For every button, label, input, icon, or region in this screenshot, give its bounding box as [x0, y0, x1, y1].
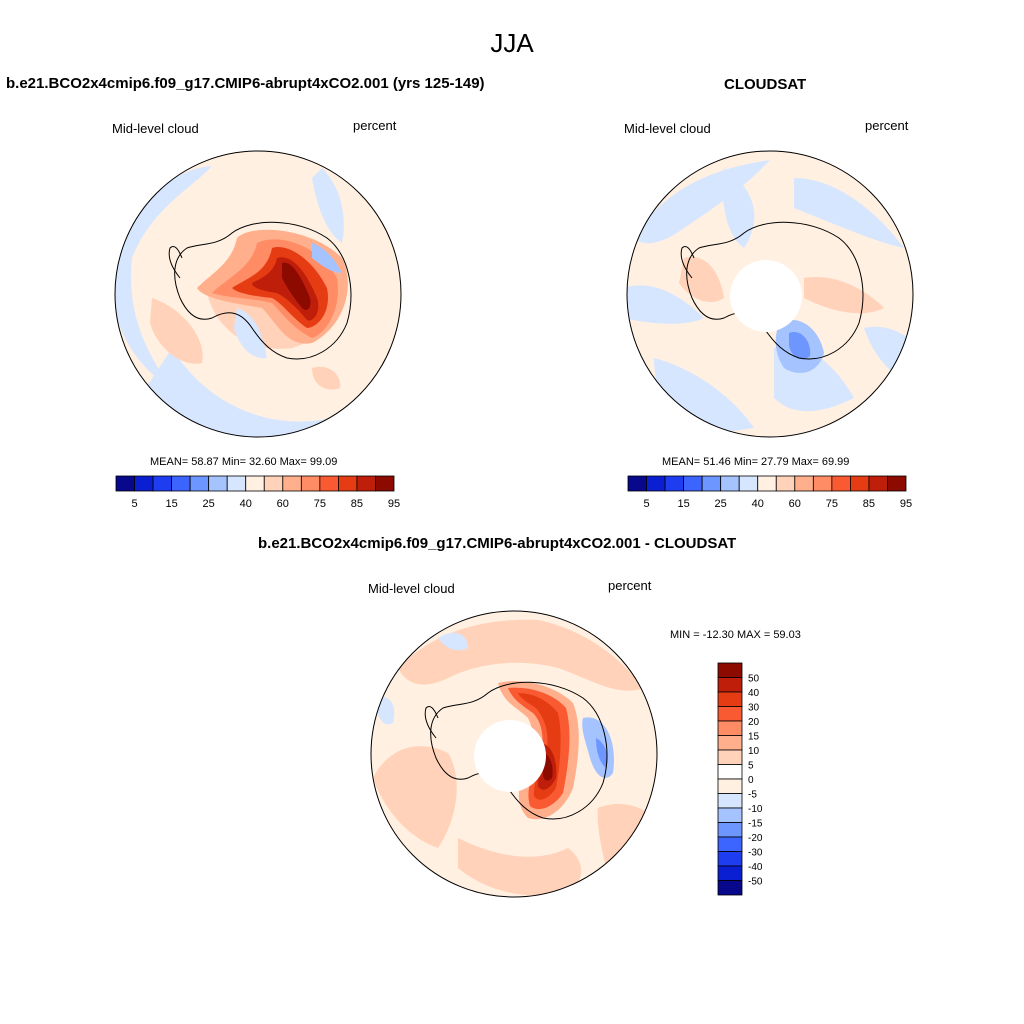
panel3-title: b.e21.BCO2x4cmip6.f09_g17.CMIP6-abrupt4x…	[258, 535, 737, 552]
panel1-colorbar-swatch	[208, 475, 228, 492]
panel3-colorbar-tick-label: 15	[748, 732, 760, 743]
panel2-colorbar-swatch	[757, 475, 777, 492]
panel1-colorbar-tick-label: 95	[388, 498, 400, 510]
panel3-colorbar-swatch	[717, 822, 743, 838]
panel1-colorbar-swatch	[226, 475, 247, 492]
panel3-colorbar-swatch	[717, 764, 743, 780]
panel1-colorbar-swatch	[189, 475, 210, 492]
panel3-colorbar-swatch	[717, 865, 743, 881]
panel2-colorbar-tick-label: 15	[677, 498, 689, 510]
panel3-colorbar-tick-label: -30	[748, 848, 763, 859]
panel2-variable-label: Mid-level cloud	[624, 121, 711, 136]
panel3-colorbar-tick-label: 5	[748, 761, 754, 772]
panel3-colorbar-tick-label: -10	[748, 804, 763, 815]
panel2-colorbar-swatch	[887, 475, 907, 492]
panel2-colorbar-swatch	[701, 475, 722, 492]
panel3-variable-label: Mid-level cloud	[368, 581, 455, 596]
panel1-colorbar-swatch	[375, 475, 395, 492]
panel1-colorbar-tick-label: 5	[131, 498, 137, 510]
panel2-colorbar-tick-label: 60	[789, 498, 801, 510]
panel1-colorbar-swatch	[171, 475, 191, 492]
panel2-colorbar-tick-label: 40	[752, 498, 764, 510]
panel3-colorbar-tick-label: -5	[748, 790, 757, 801]
panel1-colorbar-tick-label: 85	[351, 498, 363, 510]
panel3-colorbar-swatch	[717, 706, 743, 722]
panel2-colorbar-swatch	[868, 475, 888, 492]
panel1-units-label: percent	[353, 118, 397, 133]
panel2-colorbar: 5 15 25 40 60 75 85 95	[627, 475, 912, 510]
panel2-colorbar-tick-label: 85	[863, 498, 875, 510]
panel2-colorbar-tick-label: 5	[643, 498, 649, 510]
panel2-colorbar-swatch	[664, 475, 684, 492]
panel2-units-label: percent	[865, 118, 909, 133]
panel3-units-label: percent	[608, 578, 652, 593]
figure-title: JJA	[490, 28, 534, 58]
panel3-colorbar-tick-label: 30	[748, 703, 760, 714]
panel1-colorbar-swatch	[282, 475, 302, 492]
panel1-colorbar-swatch	[319, 475, 339, 492]
panel1-colorbar-tick-label: 75	[314, 498, 326, 510]
panel1-colorbar-tick-label: 25	[203, 498, 215, 510]
panel1-colorbar-swatch	[337, 475, 358, 492]
panel1-colorbar-swatch	[134, 475, 154, 492]
panel1-colorbar-tick-label: 15	[165, 498, 177, 510]
panel1-colorbar-tick-label: 40	[240, 498, 252, 510]
panel2-colorbar-swatch	[683, 475, 703, 492]
panel3-colorbar-tick-label: -40	[748, 862, 763, 873]
panel2-colorbar-swatch	[720, 475, 740, 492]
panel3-stats: MIN = -12.30 MAX = 59.03	[670, 629, 801, 641]
panel1-variable-label: Mid-level cloud	[112, 121, 199, 136]
panel3-colorbar-tick-label: -50	[748, 877, 763, 888]
panel3-colorbar-tick-label: 10	[748, 746, 760, 757]
panel3-colorbar-tick-label: -15	[748, 819, 763, 830]
panel3-colorbar-swatch	[717, 880, 743, 896]
panel2-colorbar-swatch	[627, 475, 647, 492]
panel3-colorbar-tick-label: 20	[748, 717, 760, 728]
panel3-colorbar-swatch	[717, 720, 743, 736]
panel1-colorbar-swatch	[356, 475, 376, 492]
panel3-colorbar-tick-label: 40	[748, 688, 760, 699]
panel3-colorbar-swatch	[717, 793, 743, 809]
panel1-colorbar-swatch	[245, 475, 265, 492]
panel2-colorbar-tick-label: 95	[900, 498, 912, 510]
panel1-stats: MEAN= 58.87 Min= 32.60 Max= 99.09	[150, 456, 338, 468]
panel2-title: CLOUDSAT	[724, 76, 807, 93]
panel3-colorbar-swatch	[717, 778, 743, 794]
panel3-colorbar-tick-label: 0	[748, 775, 754, 786]
panel3-colorbar-swatch	[717, 749, 743, 765]
panel3-colorbar-swatch	[717, 807, 743, 823]
panel3-colorbar-swatch	[717, 735, 743, 751]
panel1-colorbar-tick-label: 60	[277, 498, 289, 510]
panel2-colorbar-swatch	[738, 475, 759, 492]
panel1-colorbar-swatch	[152, 475, 172, 492]
panel2-polar-map	[626, 150, 914, 438]
panel1-colorbar-swatch	[115, 475, 135, 492]
panel1-polar-map	[114, 150, 402, 438]
panel2-stats: MEAN= 51.46 Min= 27.79 Max= 69.99	[662, 456, 850, 468]
panel2-colorbar-swatch	[794, 475, 814, 492]
panel3-polar-map	[370, 610, 658, 898]
panel2-colorbar-swatch	[812, 475, 833, 492]
panel1-title: b.e21.BCO2x4cmip6.f09_g17.CMIP6-abrupt4x…	[6, 75, 485, 92]
panel2-colorbar-tick-label: 25	[715, 498, 727, 510]
panel2-colorbar-swatch	[849, 475, 870, 492]
panel1-colorbar-swatch	[263, 475, 284, 492]
panel2-colorbar-swatch	[775, 475, 796, 492]
panel3-colorbar-tick-label: -20	[748, 833, 763, 844]
panel1-colorbar: 5 15 25 40 60 75 85 95	[115, 475, 400, 510]
panel3-colorbar-swatch	[717, 691, 743, 707]
panel3-colorbar-swatch	[717, 662, 743, 678]
panel2-colorbar-swatch	[831, 475, 851, 492]
panel3-colorbar-swatch	[717, 851, 743, 867]
panel3-colorbar-swatch	[717, 677, 743, 693]
panel2-colorbar-swatch	[646, 475, 666, 492]
panel3-colorbar-tick-label: 50	[748, 674, 760, 685]
panel3-colorbar-swatch	[717, 836, 743, 852]
panel2-colorbar-tick-label: 75	[826, 498, 838, 510]
panel1-colorbar-swatch	[300, 475, 321, 492]
